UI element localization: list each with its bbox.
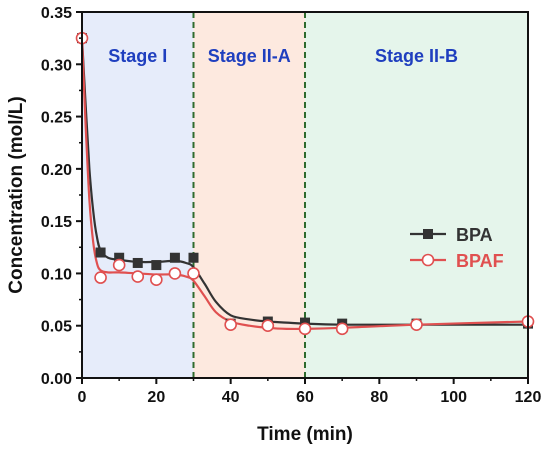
bpaf-data-point bbox=[94, 271, 107, 284]
x-tick-label: 80 bbox=[370, 389, 388, 406]
bpa-data-point bbox=[169, 252, 180, 263]
fit-curve-bpaf bbox=[80, 38, 529, 331]
bpaf-data-point bbox=[168, 267, 182, 280]
fit-curve-bpa bbox=[80, 38, 528, 326]
stage-label: Stage II-A bbox=[208, 46, 291, 66]
y-tick-label: 0.30 bbox=[41, 57, 72, 74]
x-tick-label: 100 bbox=[440, 389, 467, 406]
stage-label: Stage I bbox=[108, 46, 167, 66]
bpa-data-point bbox=[95, 247, 106, 258]
x-tick-label: 120 bbox=[515, 389, 542, 406]
legend-label: BPA bbox=[456, 225, 493, 245]
legend-square-marker bbox=[423, 229, 433, 239]
legend-label: BPAF bbox=[456, 251, 504, 271]
bpaf-data-point bbox=[261, 319, 275, 333]
legend: BPA BPAF bbox=[410, 225, 504, 271]
bpaf-data-point bbox=[335, 322, 349, 336]
bpa-data-point bbox=[132, 257, 143, 268]
y-tick-label: 0.25 bbox=[41, 110, 72, 127]
stage-region bbox=[193, 12, 305, 378]
y-tick-label: 0.20 bbox=[41, 162, 72, 179]
y-tick-label: 0.05 bbox=[41, 319, 72, 336]
legend-circle-marker bbox=[421, 253, 435, 267]
bpa-data-point bbox=[114, 252, 125, 263]
stage-region bbox=[82, 12, 194, 378]
y-tick-label: 0.10 bbox=[41, 266, 72, 283]
bpaf-data-point bbox=[187, 267, 200, 280]
bpaf-data-point bbox=[131, 270, 145, 283]
x-tick-label: 0 bbox=[78, 389, 87, 406]
stage-dividers bbox=[192, 12, 306, 378]
y-axis-title: Concentration (mol/L) bbox=[6, 96, 27, 293]
x-tick-label: 40 bbox=[222, 389, 240, 406]
bpaf-data-point bbox=[224, 318, 237, 331]
x-axis-title: Time (min) bbox=[257, 424, 353, 445]
stage-region bbox=[305, 12, 528, 378]
bpaf-data-point bbox=[112, 258, 126, 272]
bpa-data-point bbox=[151, 260, 162, 271]
fit-curves bbox=[80, 38, 529, 331]
axis-ticks: 0 20 40 60 80 100 120 0.00 0.05 0.10 0.15 0.20 0.25 0… bbox=[41, 5, 542, 406]
y-tick-label: 0.15 bbox=[41, 214, 72, 231]
stage-labels: Stage I Stage II-A Stage II-B bbox=[108, 46, 458, 66]
x-tick-label: 60 bbox=[296, 389, 314, 406]
y-tick-label: 0.35 bbox=[41, 5, 72, 22]
data-markers bbox=[75, 31, 535, 336]
y-tick-label: 0.00 bbox=[41, 371, 72, 388]
stage-label: Stage II-B bbox=[375, 46, 458, 66]
bpa-data-point bbox=[188, 252, 199, 263]
x-tick-label: 20 bbox=[147, 389, 165, 406]
bpaf-data-point bbox=[298, 322, 312, 336]
bpaf-data-point bbox=[410, 318, 423, 331]
stage-backgrounds bbox=[82, 12, 528, 378]
bpaf-data-point bbox=[150, 273, 163, 287]
